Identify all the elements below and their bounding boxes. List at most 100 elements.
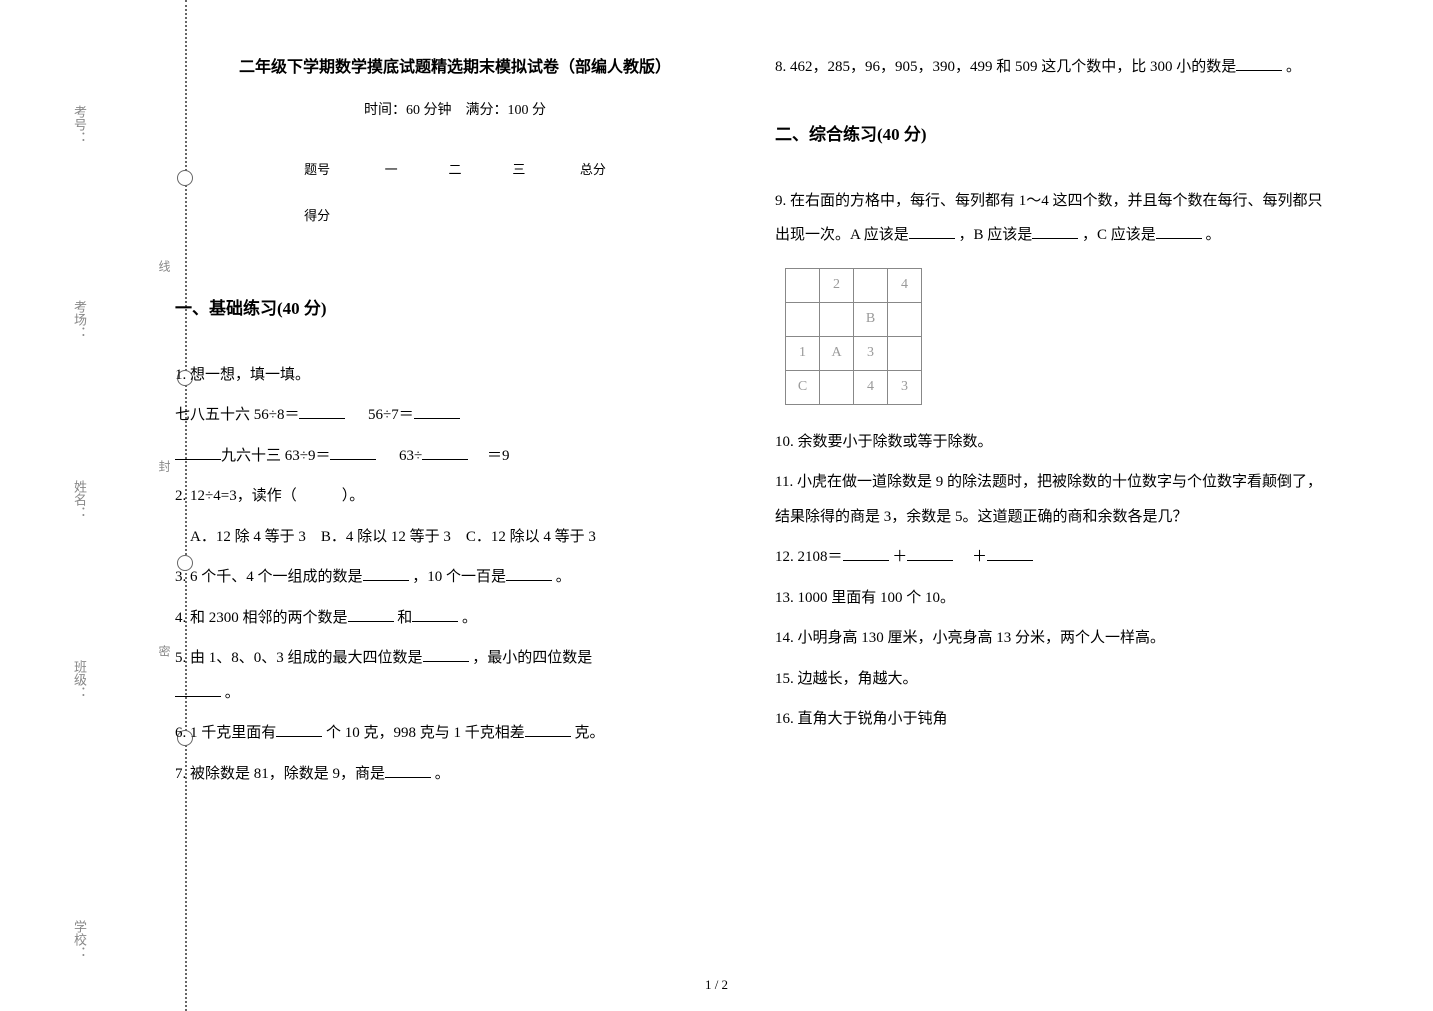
- txt: ＝9: [472, 448, 510, 464]
- blank: [909, 224, 955, 239]
- txt: 。: [462, 610, 477, 626]
- q5: 5. 由 1、8、0、3 组成的最大四位数是 ，最小的四位数是 。: [175, 641, 735, 710]
- q13: 13. 1000 里面有 100 个 10。: [775, 581, 1335, 616]
- cell: [786, 268, 820, 302]
- blank: [1156, 224, 1202, 239]
- th: 总分: [551, 147, 635, 193]
- q11: 11. 小虎在做一道除数是 9 的除法题时，把被除数的十位数字与个位数字看颠倒了…: [775, 465, 1335, 534]
- q10: 10. 余数要小于除数或等于除数。: [775, 425, 1335, 460]
- binding-edge: 考号：考场：姓名：班级：学校：线封密: [60, 0, 140, 1011]
- blank: [385, 763, 431, 778]
- txt: 8. 462，285，96，905，390，499 和 509 这几个数中，比 …: [775, 59, 1236, 75]
- q12: 12. 2108＝ ＋ ＋: [775, 540, 1335, 575]
- cell: 3: [888, 370, 922, 404]
- cell: [786, 302, 820, 336]
- cell: C: [786, 370, 820, 404]
- txt: 克。: [575, 725, 605, 741]
- txt: ，B 应该是: [959, 227, 1033, 243]
- cell: B: [854, 302, 888, 336]
- blank: [907, 546, 953, 561]
- txt: 3. 6 个千、4 个一组成的数是: [175, 569, 363, 585]
- blank: [506, 566, 552, 581]
- score-table: 题号 一 二 三 总分 得分: [275, 147, 635, 239]
- txt: ，C 应该是: [1082, 227, 1156, 243]
- th: 三: [487, 147, 551, 193]
- q8: 8. 462，285，96，905，390，499 和 509 这几个数中，比 …: [775, 50, 1335, 85]
- txt: 4. 和 2300 相邻的两个数是: [175, 610, 348, 626]
- txt: 。: [435, 766, 450, 782]
- blank: [414, 404, 460, 419]
- txt: 。: [556, 569, 571, 585]
- page-number: 1 / 2: [705, 977, 728, 993]
- txt: 九六十三 63÷9＝: [221, 448, 330, 464]
- txt: ，最小的四位数是: [472, 650, 592, 666]
- q15: 15. 边越长，角越大。: [775, 662, 1335, 697]
- txt: 12. 2108＝: [775, 549, 843, 565]
- blank: [412, 607, 458, 622]
- binding-label: 姓名：: [70, 480, 89, 519]
- txt: 5. 由 1、8、0、3 组成的最大四位数是: [175, 650, 423, 666]
- q14: 14. 小明身高 130 厘米，小亮身高 13 分米，两个人一样高。: [775, 621, 1335, 656]
- binding-label: 考场：: [70, 300, 89, 339]
- q4: 4. 和 2300 相邻的两个数是 和 。: [175, 601, 735, 636]
- q1-line2: 九六十三 63÷9＝ 63÷ ＝9: [175, 439, 735, 474]
- txt: 七八五十六 56÷8＝: [175, 407, 299, 423]
- txt: 个 10 克，998 克与 1 千克相差: [326, 725, 525, 741]
- txt: 。: [1286, 59, 1301, 75]
- q3: 3. 6 个千、4 个一组成的数是 ，10 个一百是 。: [175, 560, 735, 595]
- seal-hint: 密: [156, 645, 173, 657]
- txt: ，10 个一百是: [412, 569, 506, 585]
- seal-hint: 封: [156, 460, 173, 472]
- blank: [525, 722, 571, 737]
- txt: 。: [1206, 227, 1221, 243]
- blank: [348, 607, 394, 622]
- txt: 和: [397, 610, 412, 626]
- paper-title: 二年级下学期数学摸底试题精选期末模拟试卷（部编人教版）: [175, 50, 735, 87]
- cell: 2: [820, 268, 854, 302]
- cell: [854, 268, 888, 302]
- grid-puzzle: 24 B 1A3 C43: [785, 268, 922, 405]
- cell: [820, 302, 854, 336]
- cell: 1: [786, 336, 820, 370]
- txt: 6. 1 千克里面有: [175, 725, 276, 741]
- blank: [330, 445, 376, 460]
- table-row: 得分: [275, 193, 635, 239]
- q2: 2. 12÷4=3，读作（ ）。: [175, 479, 735, 514]
- th: 二: [423, 147, 487, 193]
- q2-options: A．12 除 4 等于 3 B．4 除以 12 等于 3 C．12 除以 4 等…: [175, 520, 735, 555]
- binding-label: 学校：: [70, 920, 89, 959]
- th: 一: [359, 147, 423, 193]
- blank: [299, 404, 345, 419]
- q9: 9. 在右面的方格中，每行、每列都有 1～4 这四个数，并且每个数在每行、每列都…: [775, 184, 1335, 253]
- txt: 56÷7＝: [349, 407, 413, 423]
- cell: 3: [854, 336, 888, 370]
- cell: [888, 302, 922, 336]
- blank: [175, 445, 221, 460]
- row-label: 得分: [275, 193, 359, 239]
- blank: [423, 647, 469, 662]
- blank: [1032, 224, 1078, 239]
- blank: [1236, 56, 1282, 71]
- txt: 7. 被除数是 81，除数是 9，商是: [175, 766, 385, 782]
- blank: [843, 546, 889, 561]
- blank: [175, 682, 221, 697]
- q1-lead: 1. 想一想，填一填。: [175, 358, 735, 393]
- binding-label: 考号：: [70, 105, 89, 144]
- cell: [820, 370, 854, 404]
- section-2-heading: 二、综合练习(40 分): [775, 115, 1335, 154]
- blank: [276, 722, 322, 737]
- blank: [987, 546, 1033, 561]
- q1-line1: 七八五十六 56÷8＝ 56÷7＝: [175, 398, 735, 433]
- th: 题号: [275, 147, 359, 193]
- left-column: 二年级下学期数学摸底试题精选期末模拟试卷（部编人教版） 时间：60 分钟 满分：…: [175, 50, 735, 797]
- q16: 16. 直角大于锐角小于钝角: [775, 702, 1335, 737]
- cell: 4: [888, 268, 922, 302]
- binding-label: 班级：: [70, 660, 89, 699]
- cell: A: [820, 336, 854, 370]
- txt: 63÷: [380, 448, 422, 464]
- table-row: 题号 一 二 三 总分: [275, 147, 635, 193]
- txt: ＋: [957, 549, 987, 565]
- content-area: 二年级下学期数学摸底试题精选期末模拟试卷（部编人教版） 时间：60 分钟 满分：…: [175, 50, 1395, 797]
- paper-subtitle: 时间：60 分钟 满分：100 分: [175, 95, 735, 127]
- q6: 6. 1 千克里面有 个 10 克，998 克与 1 千克相差 克。: [175, 716, 735, 751]
